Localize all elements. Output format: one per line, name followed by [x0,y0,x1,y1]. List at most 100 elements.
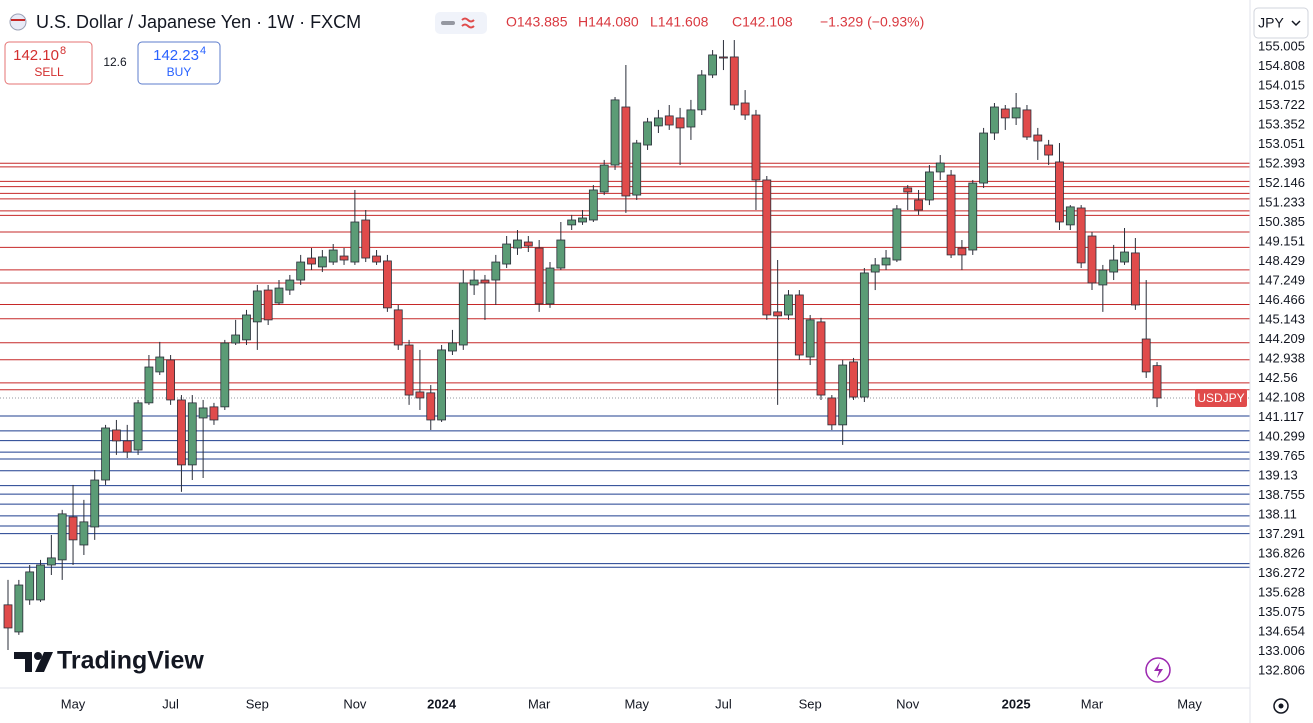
candle-body [859,272,869,398]
candle-body [328,249,338,263]
sell-label: SELL [34,65,64,79]
price-label: 145.143 [1258,311,1305,326]
buy-label: BUY [167,65,192,79]
candle-body [1033,134,1043,142]
settings-button[interactable] [1273,698,1289,714]
candle-body [588,189,598,221]
buy-pip: 4 [200,45,206,57]
candle-body [816,321,826,396]
candle-body [198,407,208,419]
candle-body [784,294,793,316]
candle-body [372,255,381,263]
candle-body [567,219,577,226]
hide-icon [441,21,455,25]
price-label: 137.291 [1258,526,1305,541]
price-label: 140.299 [1258,428,1305,443]
candle-body [1000,108,1010,119]
candle-body [610,99,620,166]
candle-body [935,162,945,173]
candle-body [643,121,652,146]
candle-body [480,279,490,284]
legend-change: −1.329 (−0.93%) [820,14,924,30]
candle-body [79,521,89,546]
price-label: 139.765 [1258,448,1305,463]
candle-body [957,247,967,256]
candle-body [664,115,674,126]
price-label: 142.56 [1258,370,1298,385]
x-tick-label: May [61,696,86,711]
x-tick-label: Sep [246,696,269,711]
candle-body [350,221,360,263]
buy-button[interactable] [137,41,221,85]
candle-body [599,164,609,193]
chart-title[interactable]: U.S. Dollar / Japanese Yen · 1W · FXCM [36,12,361,32]
candle-body [393,309,403,346]
symbol-tag: USDJPY [1197,391,1244,405]
price-label: 146.466 [1258,292,1305,307]
candle-body [556,239,566,269]
currency-label: JPY [1258,15,1284,31]
compare-icon [461,17,475,29]
candle-body [46,557,56,566]
brand-logo-dot [34,652,42,660]
candle-body [36,564,45,601]
price-label: 139.13 [1258,467,1298,482]
candle-body [762,179,772,316]
candle-body [697,74,707,111]
candle-body [90,479,100,528]
price-label: 138.755 [1258,487,1305,502]
price-label: 142.938 [1258,350,1305,365]
x-tick-label: Jul [715,696,732,711]
price-label: 132.806 [1258,662,1305,677]
symbol-tag-bg [1195,389,1247,407]
sell-button[interactable] [4,41,93,85]
candle-body [513,239,522,249]
price-label: 153.352 [1258,116,1305,131]
candle-body [209,406,219,421]
candle-body [1109,259,1119,273]
currency-chevron [1291,20,1301,27]
price-label: 152.393 [1258,155,1305,170]
candle-body [740,102,750,116]
candle-body [838,364,848,426]
candle-body [946,174,956,256]
price-label: 149.151 [1258,233,1305,248]
sell-price: 142.10 [13,47,59,64]
price-label: 135.075 [1258,604,1305,619]
price-label: 153.051 [1258,136,1305,151]
candle-body [1065,206,1075,226]
legend-low: L141.608 [650,14,709,30]
x-tick-label: Nov [896,696,920,711]
candle-body [545,267,555,305]
candle-body [404,344,414,396]
price-label: 148.429 [1258,253,1305,268]
candle-body [274,287,284,304]
candle-body [1152,365,1162,399]
candle-body [578,217,587,223]
visibility-buttons[interactable] [435,12,487,34]
candle-body [14,584,24,633]
legend-close: C142.108 [732,14,793,30]
price-label: 147.249 [1258,272,1305,287]
settings-icon [1278,703,1284,709]
alert-icon [1154,662,1163,678]
x-tick-label: Jul [162,696,179,711]
candle-body [155,356,165,373]
price-label: 134.654 [1258,623,1305,638]
x-tick-label: Mar [1081,696,1104,711]
currency-button[interactable] [1253,7,1309,39]
price-label: 144.209 [1258,331,1305,346]
candle-body [231,334,241,344]
candle-body [187,402,197,466]
brand-logo [14,652,32,672]
candle-body [1087,235,1097,284]
candle-body [849,361,858,398]
candle-body [144,366,154,404]
candle-body [1098,269,1108,286]
candle-body [654,117,663,127]
candle-body [892,208,902,261]
brand-name: TradingView [57,647,204,675]
candle-body [3,604,13,629]
price-label: 153.722 [1258,97,1305,112]
